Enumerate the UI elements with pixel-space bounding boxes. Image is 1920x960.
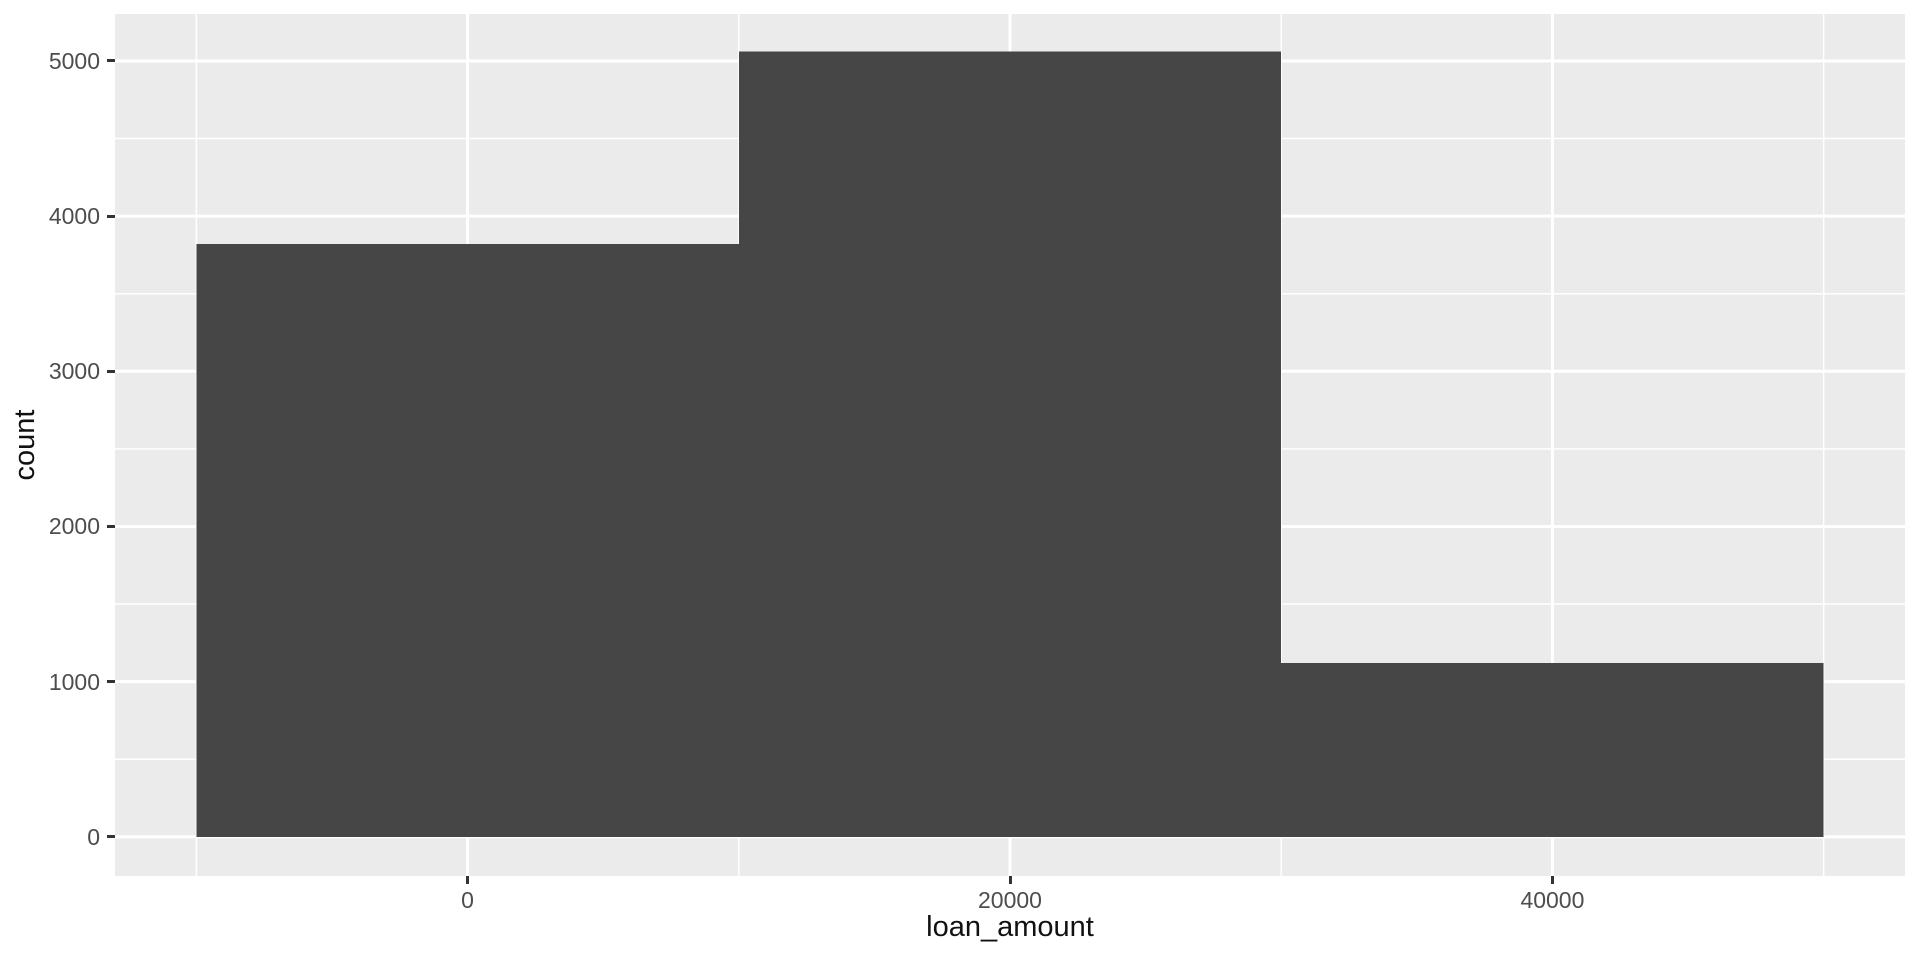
y-tick-label: 4000 xyxy=(48,203,100,230)
y-tick-mark xyxy=(107,835,115,839)
histogram-bar xyxy=(738,51,1282,837)
y-tick-mark xyxy=(107,369,115,373)
x-tick-mark xyxy=(1008,876,1012,884)
y-tick-mark xyxy=(107,680,115,684)
x-tick-mark xyxy=(1550,876,1554,884)
y-tick-label: 3000 xyxy=(48,358,100,385)
y-axis-title: count xyxy=(9,409,41,481)
x-axis-title: loan_amount xyxy=(926,911,1094,943)
y-tick-label: 1000 xyxy=(48,668,100,695)
histogram-bar xyxy=(1281,663,1824,837)
x-tick-label: 40000 xyxy=(1520,887,1585,913)
y-tick-mark xyxy=(107,59,115,63)
x-tick-mark xyxy=(466,876,470,884)
x-tick-label: 0 xyxy=(461,887,474,913)
histogram-bar xyxy=(196,244,739,837)
y-tick-label: 0 xyxy=(87,823,100,850)
histogram-plot-area xyxy=(115,14,1905,876)
y-tick-mark xyxy=(107,524,115,528)
plot-panel xyxy=(115,14,1905,876)
y-tick-label: 5000 xyxy=(48,47,100,74)
x-tick-label: 20000 xyxy=(978,887,1042,913)
y-tick-label: 2000 xyxy=(48,513,100,540)
y-tick-mark xyxy=(107,214,115,218)
